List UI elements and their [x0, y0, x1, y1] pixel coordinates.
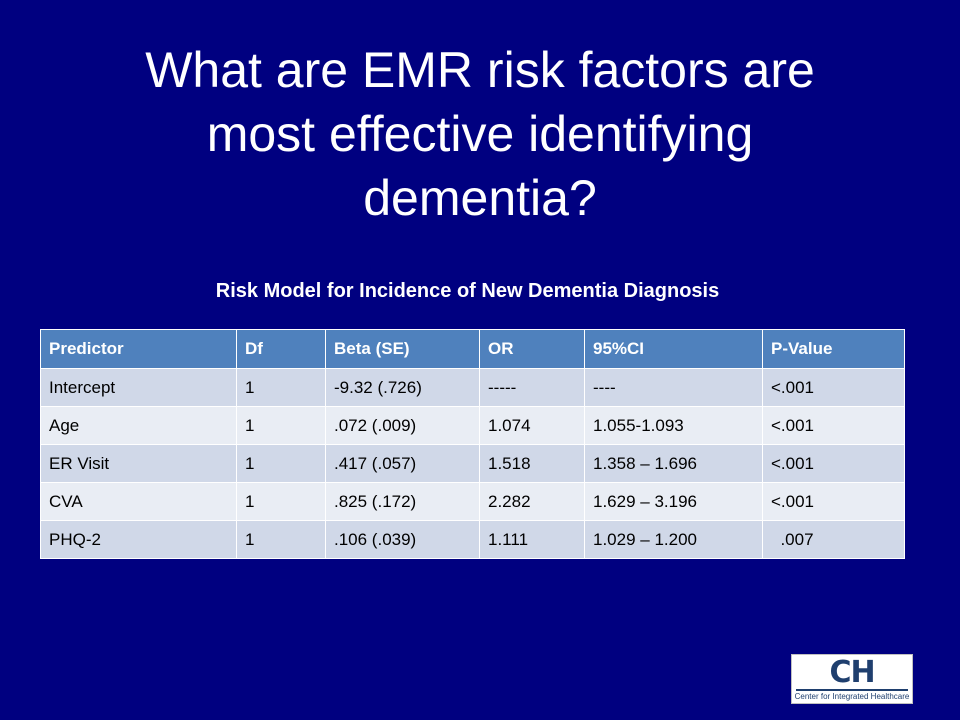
table-row: Age 1 .072 (.009) 1.074 1.055-1.093 <.00…: [40, 406, 905, 445]
cell-df: 1: [236, 368, 326, 407]
header-95-ci: 95%CI: [584, 329, 763, 369]
cell-or: 1.111: [479, 520, 585, 559]
cell-df: 1: [236, 444, 326, 483]
cell-predictor: Age: [40, 406, 237, 445]
table-row: CVA 1 .825 (.172) 2.282 1.629 – 3.196 <.…: [40, 482, 905, 521]
cell-p-value: <.001: [762, 368, 905, 407]
risk-model-table: Predictor Df Beta (SE) OR 95%CI P-Value …: [40, 329, 905, 559]
cell-p-value: <.001: [762, 482, 905, 521]
cell-or: 1.074: [479, 406, 585, 445]
cell-beta-se: .417 (.057): [325, 444, 480, 483]
cell-predictor: CVA: [40, 482, 237, 521]
cell-p-value: <.001: [762, 406, 905, 445]
title-line: What are EMR risk factors are: [145, 42, 815, 98]
table-row: PHQ-2 1 .106 (.039) 1.111 1.029 – 1.200 …: [40, 520, 905, 559]
cell-beta-se: .825 (.172): [325, 482, 480, 521]
table-row: ER Visit 1 .417 (.057) 1.518 1.358 – 1.6…: [40, 444, 905, 483]
cell-predictor: PHQ-2: [40, 520, 237, 559]
cell-beta-se: .072 (.009): [325, 406, 480, 445]
cell-beta-se: .106 (.039): [325, 520, 480, 559]
title-line: most effective identifying: [206, 106, 754, 162]
cell-or: 2.282: [479, 482, 585, 521]
header-beta-se: Beta (SE): [325, 329, 480, 369]
table-row: Intercept 1 -9.32 (.726) ----- ---- <.00…: [40, 368, 905, 407]
cell-95-ci: 1.029 – 1.200: [584, 520, 763, 559]
table-header-row: Predictor Df Beta (SE) OR 95%CI P-Value: [40, 329, 905, 369]
table-caption: Risk Model for Incidence of New Dementia…: [215, 280, 720, 302]
logo-divider: [796, 689, 908, 691]
title-line: dementia?: [363, 170, 597, 226]
header-df: Df: [236, 329, 326, 369]
cell-beta-se: -9.32 (.726): [325, 368, 480, 407]
cell-predictor: ER Visit: [40, 444, 237, 483]
cell-df: 1: [236, 482, 326, 521]
cell-df: 1: [236, 406, 326, 445]
cell-p-value: .007: [762, 520, 905, 559]
cih-logo: CH Center for Integrated Healthcare: [791, 654, 913, 704]
cell-95-ci: 1.358 – 1.696: [584, 444, 763, 483]
slide-title: What are EMR risk factors are most effec…: [40, 38, 920, 230]
cell-or: 1.518: [479, 444, 585, 483]
logo-text: Center for Integrated Healthcare: [794, 692, 910, 701]
cell-df: 1: [236, 520, 326, 559]
logo-mark: CH: [829, 655, 875, 690]
header-or: OR: [479, 329, 585, 369]
header-p-value: P-Value: [762, 329, 905, 369]
cell-95-ci: ----: [584, 368, 763, 407]
cell-95-ci: 1.629 – 3.196: [584, 482, 763, 521]
cell-predictor: Intercept: [40, 368, 237, 407]
cell-95-ci: 1.055-1.093: [584, 406, 763, 445]
cell-p-value: <.001: [762, 444, 905, 483]
cell-or: -----: [479, 368, 585, 407]
header-predictor: Predictor: [40, 329, 237, 369]
